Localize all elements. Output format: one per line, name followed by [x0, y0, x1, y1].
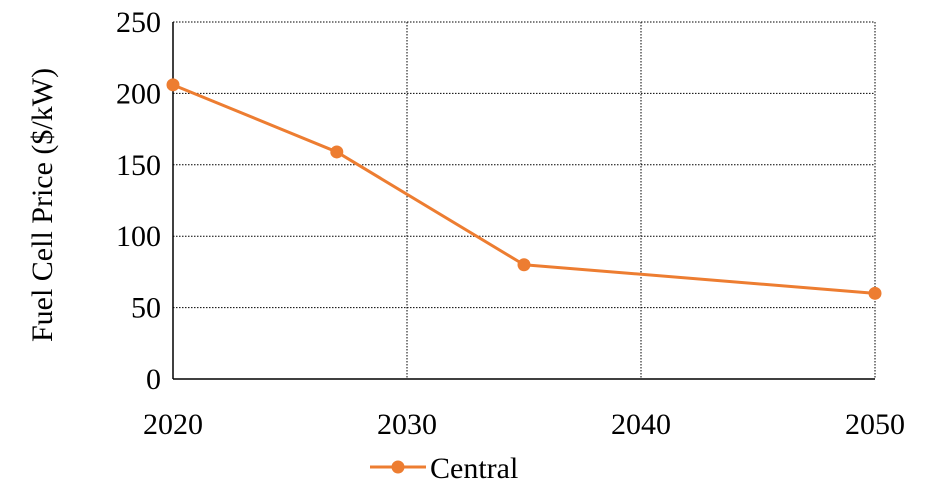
y-tick-label: 150	[116, 149, 161, 182]
grid-lines	[173, 21, 876, 379]
y-tick-label: 250	[116, 6, 161, 39]
x-tick-label: 2040	[611, 408, 671, 441]
y-tick-label: 0	[146, 363, 161, 396]
legend-marker-icon	[391, 460, 405, 474]
series-line-central	[172, 83, 876, 295]
axes	[172, 22, 875, 380]
tick-labels: 0 50 100 150 200 250 2020 2030 2040 2050	[116, 6, 905, 441]
data-point	[166, 78, 180, 92]
legend-label-central: Central	[430, 452, 518, 485]
y-tick-label: 200	[116, 77, 161, 110]
x-tick-label: 2030	[377, 408, 437, 441]
legend: Central	[370, 452, 518, 485]
series-layer	[166, 78, 882, 300]
y-tick-label: 100	[116, 220, 161, 253]
data-point	[517, 258, 531, 272]
x-tick-label: 2020	[143, 408, 203, 441]
y-tick-label: 50	[131, 292, 161, 325]
y-axis-label: Fuel Cell Price ($/kW)	[26, 68, 59, 342]
data-point	[330, 145, 344, 159]
x-tick-label: 2050	[845, 408, 905, 441]
data-point	[868, 286, 882, 300]
